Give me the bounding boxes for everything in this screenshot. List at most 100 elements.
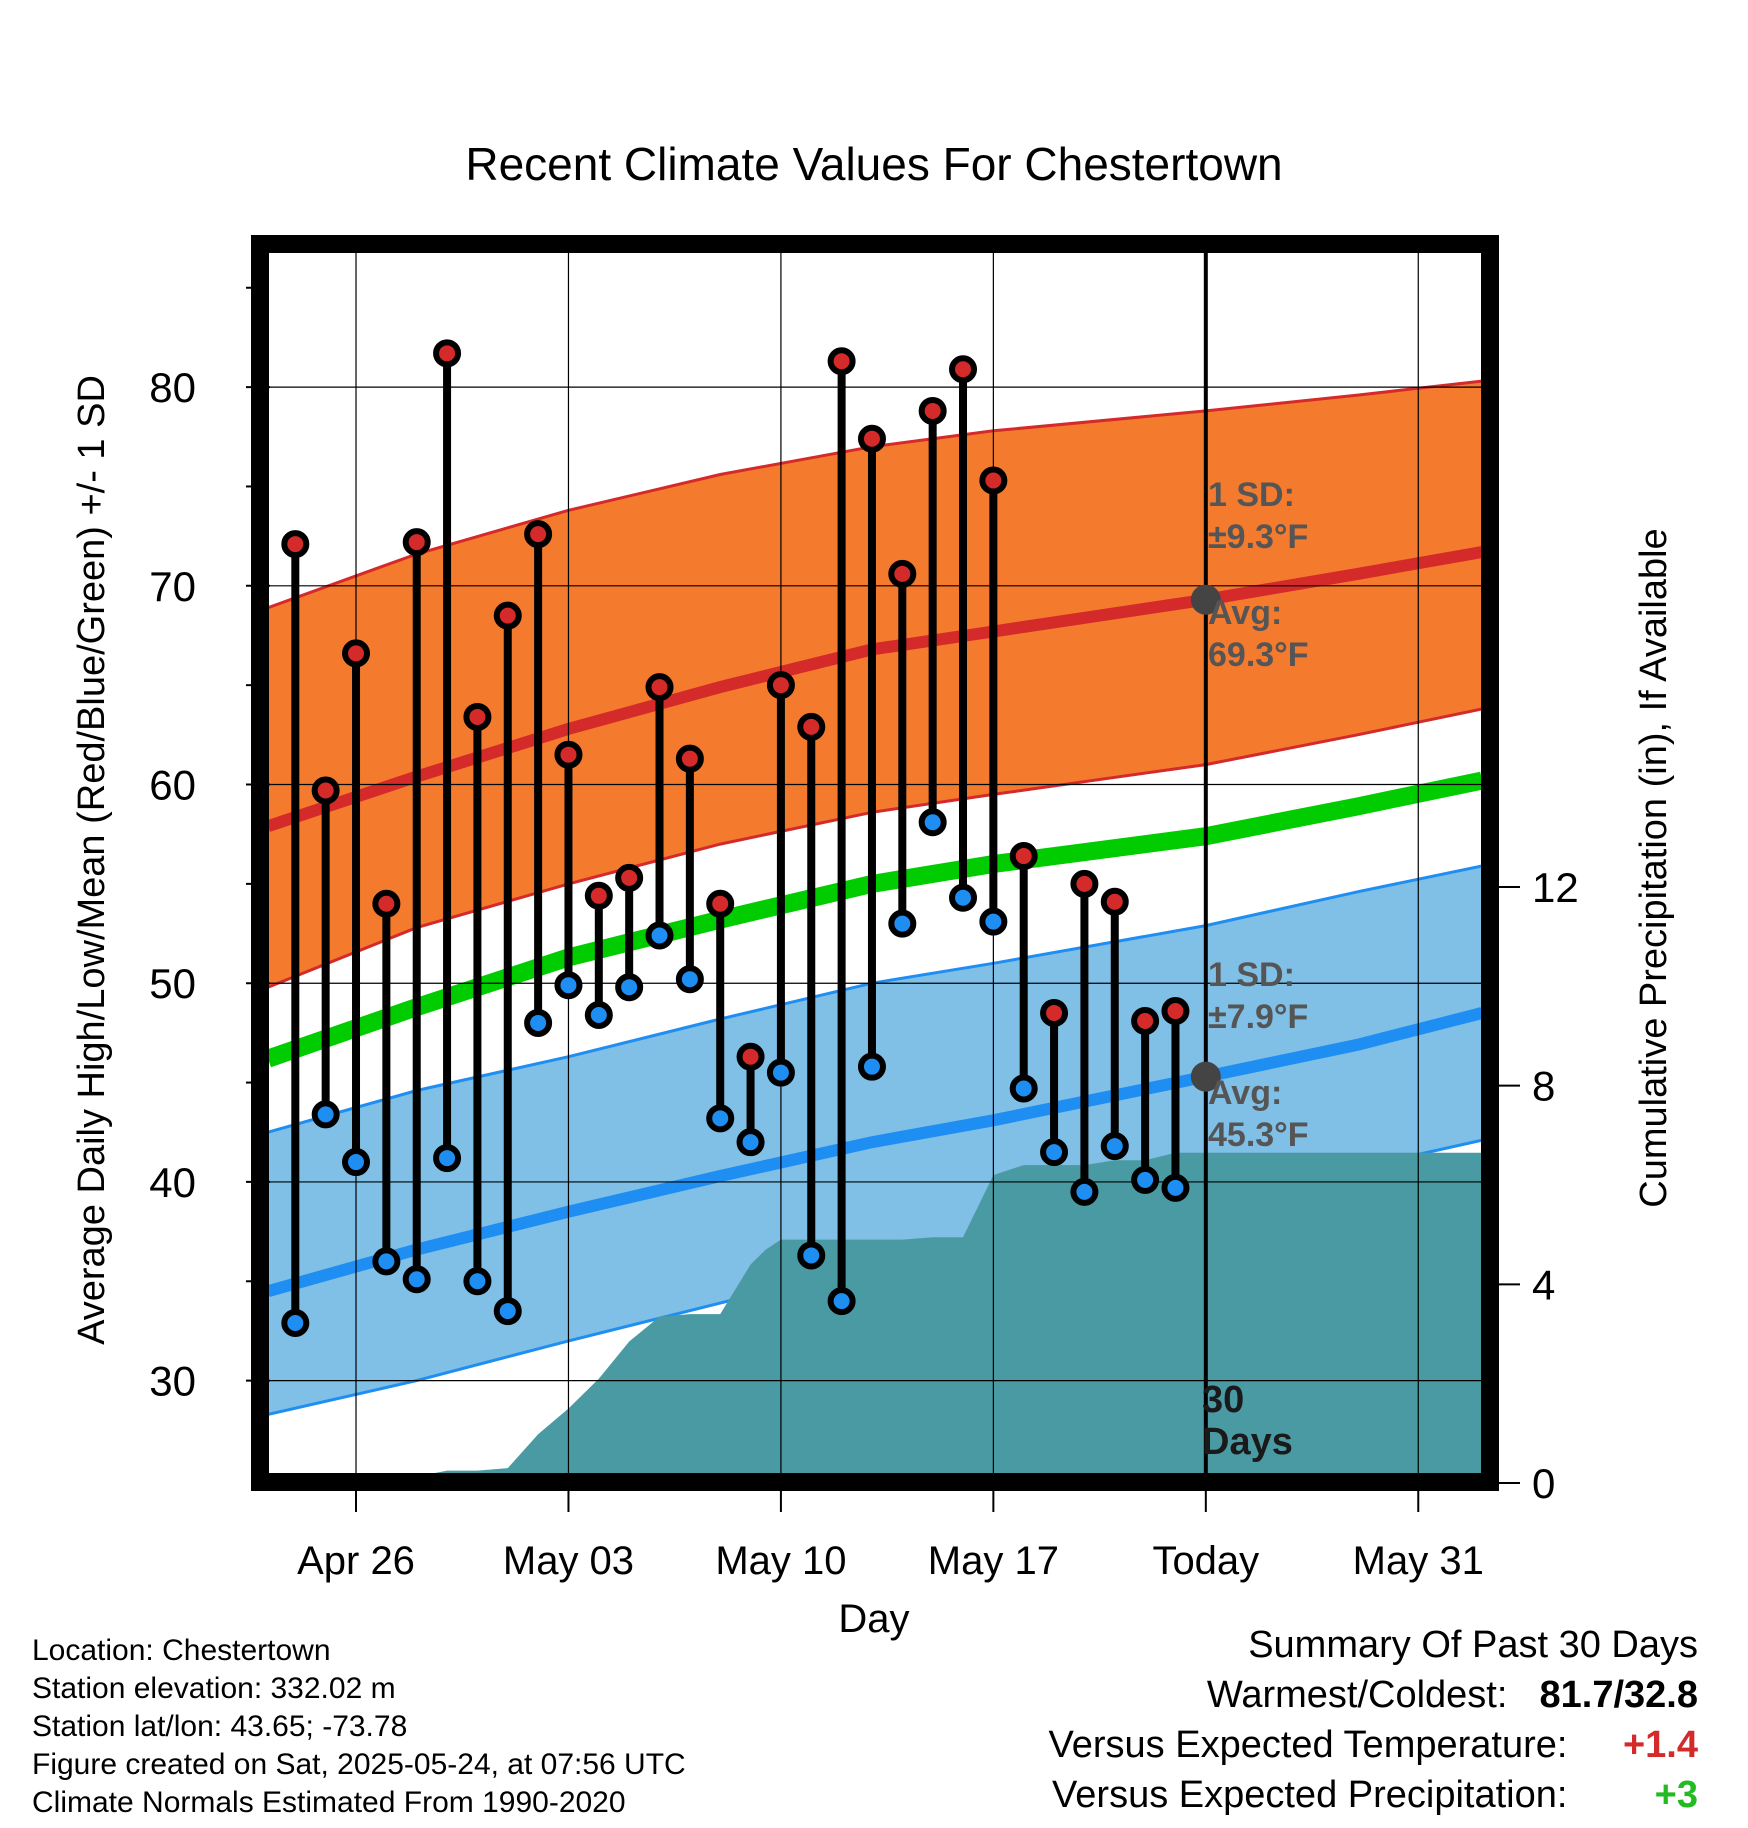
y-tick-label: 40 [149,1159,196,1206]
daily-low-point [706,1104,735,1133]
temp-anomaly-value: +1.4 [1622,1724,1698,1766]
daily-high-point [584,881,613,910]
daily-low-point [888,909,917,938]
daily-high-point [1040,999,1069,1028]
precip-anomaly-value: +3 [1654,1774,1698,1816]
daily-high-point [433,339,462,368]
daily-low-point [766,1058,795,1087]
daily-low-point [1009,1074,1038,1103]
daily-low-point [433,1144,462,1173]
today-low-avg-marker [1190,1061,1221,1092]
low-sd-label: 1 SD: ±7.9°F [1208,956,1308,1036]
daily-high-point [857,424,886,453]
today-high-avg-marker [1190,584,1221,615]
daily-high-point [1131,1006,1160,1035]
daily-low-point [402,1265,431,1294]
y2-tick-label: 0 [1532,1460,1555,1507]
x-tick-label: May 03 [503,1539,634,1583]
y-tick-label: 70 [149,563,196,610]
warm-cold-label: Warmest/Coldest: [1206,1674,1508,1716]
daily-high-point [281,530,310,559]
daily-high-point [372,889,401,918]
summary-temp: Versus Expected Temperature: +1.4 [1049,1720,1698,1770]
daily-high-point [463,702,492,731]
daily-low-point [1070,1177,1099,1206]
x-tick-label: Today [1152,1539,1259,1583]
daily-low-point [827,1287,856,1316]
daily-low-point [372,1247,401,1276]
chart-title: Recent Climate Values For Chestertown [465,138,1282,190]
low-avg-label: Avg: 45.3°F [1208,1074,1309,1154]
today-days-label: 30 Days [1202,1379,1293,1463]
daily-low-point [1131,1165,1160,1194]
x-tick-label: May 31 [1353,1539,1484,1583]
y2-tick-label: 8 [1532,1063,1555,1110]
daily-low-point [584,1001,613,1030]
daily-high-point [342,639,371,668]
elevation-text: Station elevation: 332.02 m [32,1672,396,1705]
daily-low-point [979,907,1008,936]
y-axis-label: Average Daily High/Low/Mean (Red/Blue/Gr… [71,375,113,1345]
daily-high-point [949,355,978,384]
daily-low-point [1040,1138,1069,1167]
daily-high-point [1161,997,1190,1026]
location-text: Location: Chestertown [32,1634,331,1667]
daily-high-point [524,520,553,549]
x-axis-label: Day [838,1597,909,1641]
summary-title: Summary Of Past 30 Days [1248,1624,1698,1666]
y-tick-label: 50 [149,960,196,1007]
daily-low-point [615,973,644,1002]
precip-label: Versus Expected Precipitation: [1052,1774,1568,1816]
normals-text: Climate Normals Estimated From 1990-2020 [32,1786,626,1819]
high-sd-label: 1 SD: ±9.3°F [1208,476,1308,556]
summary-precip: Versus Expected Precipitation: +3 [1049,1770,1698,1820]
daily-low-point [281,1308,310,1337]
y2-axis-label: Cumulative Precipitation (in), If Availa… [1633,528,1675,1207]
daily-high-point [554,740,583,769]
daily-low-point [493,1297,522,1326]
x-tick-label: May 17 [928,1539,1059,1583]
summary-panel: Summary Of Past 30 Days Warmest/Coldest:… [1049,1620,1698,1820]
daily-high-point [1070,869,1099,898]
daily-low-point [1100,1132,1129,1161]
daily-high-point [706,889,735,918]
daily-high-point [615,863,644,892]
daily-low-point [857,1052,886,1081]
daily-high-point [311,776,340,805]
daily-high-point [888,559,917,588]
daily-high-point [979,466,1008,495]
daily-high-point [827,347,856,376]
normal-low-line [268,1007,1482,1297]
daily-low-point [311,1100,340,1129]
high-avg-label: Avg: 69.3°F [1208,594,1309,674]
daily-high-point [797,712,826,741]
daily-low-point [463,1267,492,1296]
precip-area [419,1152,1482,1476]
daily-high-point [1100,887,1129,916]
y2-tick-label: 4 [1532,1261,1555,1308]
y-tick-label: 30 [149,1358,196,1405]
daily-high-point [675,744,704,773]
summary-warm-cold: Warmest/Coldest: 81.7/32.8 [1049,1670,1698,1720]
daily-high-point [766,671,795,700]
daily-low-point [797,1241,826,1270]
y-tick-label: 80 [149,364,196,411]
warm-cold-value: 81.7/32.8 [1539,1674,1698,1716]
plot-frame [251,235,1499,1491]
daily-low-point [342,1148,371,1177]
daily-low-point [918,808,947,837]
daily-low-point [1161,1173,1190,1202]
x-tick-label: May 10 [715,1539,846,1583]
daily-high-point [493,601,522,630]
daily-high-point [736,1042,765,1071]
daily-low-point [554,971,583,1000]
x-tick-label: Apr 26 [297,1539,415,1583]
daily-high-point [1009,842,1038,871]
y2-tick-label: 12 [1532,864,1579,911]
daily-low-point [645,921,674,950]
daily-high-point [645,673,674,702]
daily-low-point [949,883,978,912]
y-tick-label: 60 [149,762,196,809]
daily-low-point [524,1008,553,1037]
